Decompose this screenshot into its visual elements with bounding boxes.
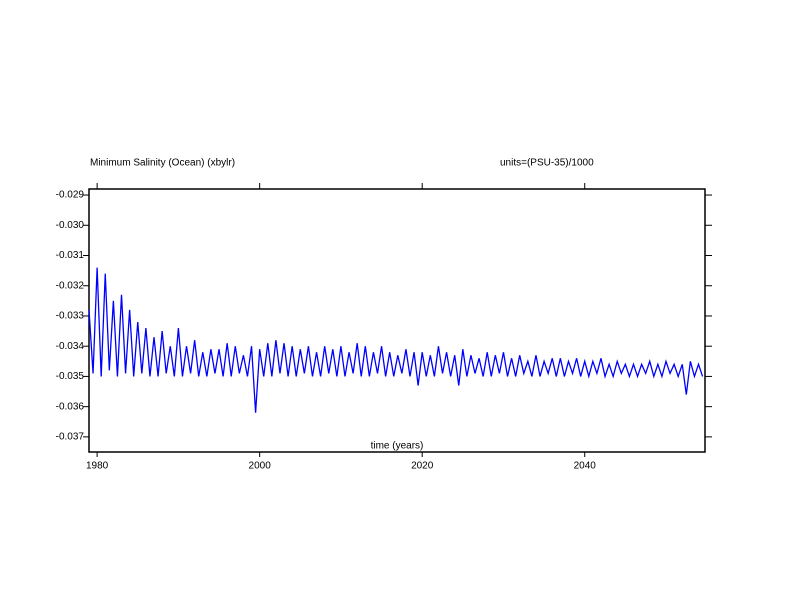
data-line bbox=[88, 267, 704, 413]
x-tick-label: 2040 bbox=[574, 461, 597, 472]
chart-title: Minimum Salinity (Ocean) (xbylr) bbox=[90, 158, 235, 169]
y-tick-label: -0.037 bbox=[56, 432, 85, 443]
y-tick-label: -0.033 bbox=[56, 311, 85, 322]
y-tick-label: -0.032 bbox=[56, 280, 85, 291]
x-tick-label: 2000 bbox=[249, 461, 272, 472]
x-tick-label: 1980 bbox=[86, 461, 109, 472]
x-tick-label: 2020 bbox=[411, 461, 434, 472]
y-tick-label: -0.036 bbox=[56, 401, 85, 412]
y-tick-label: -0.034 bbox=[56, 341, 85, 352]
units-label: units=(PSU-35)/1000 bbox=[500, 158, 594, 169]
y-tick-label: -0.030 bbox=[56, 220, 85, 231]
y-tick-label: -0.029 bbox=[56, 190, 85, 201]
y-tick-label: -0.031 bbox=[56, 250, 85, 261]
y-tick-label: -0.035 bbox=[56, 371, 85, 382]
plot-frame bbox=[88, 188, 706, 453]
x-axis-label: time (years) bbox=[371, 441, 424, 452]
